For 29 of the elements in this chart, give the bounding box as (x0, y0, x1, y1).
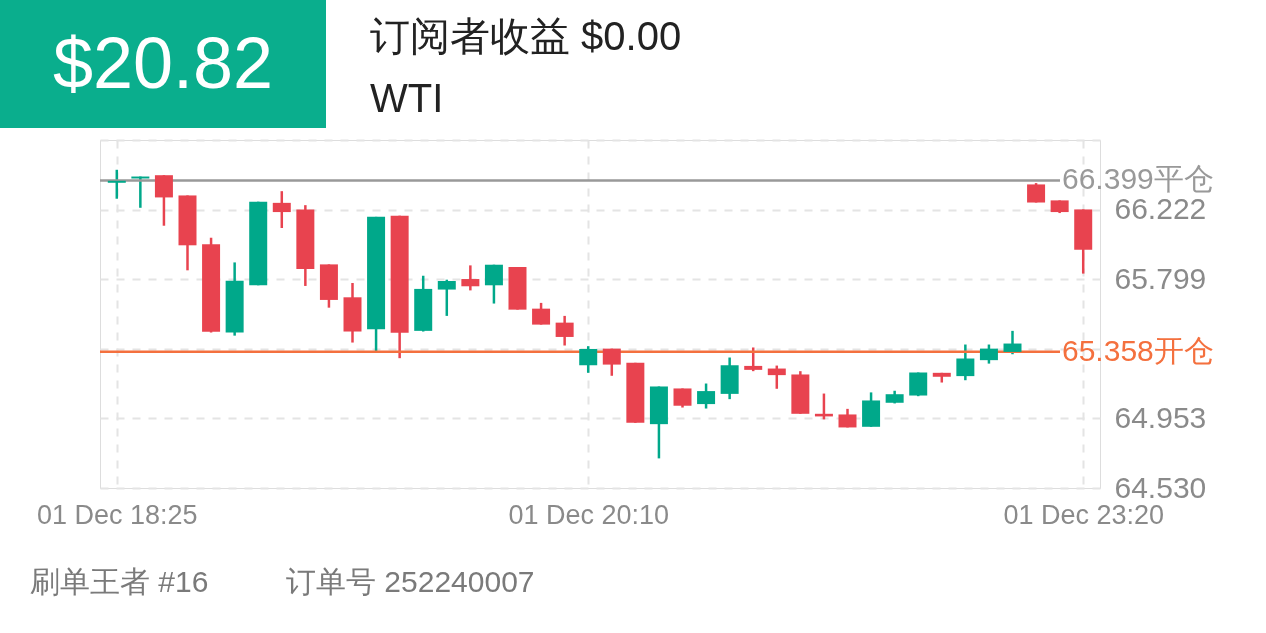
x-tick-label: 01 Dec 20:10 (508, 499, 670, 530)
candlestick (131, 175, 150, 210)
text: $20.82 (52, 23, 274, 103)
candlestick (555, 314, 574, 347)
chart-title: 订阅者收益 $0.00 (370, 14, 682, 58)
y-tick-label: 64.953 (1114, 400, 1207, 434)
candlestick (107, 168, 126, 200)
candlestick (956, 343, 975, 382)
candlestick (437, 278, 456, 318)
candlestick (461, 264, 480, 292)
candlestick (1027, 181, 1046, 204)
candlestick (272, 189, 291, 230)
chart-subtitle: WTI (370, 76, 444, 120)
candlestick (154, 173, 173, 227)
candlestick (579, 344, 598, 375)
candlestick (532, 301, 551, 326)
candlestick (1003, 329, 1022, 356)
text: 刷单王者 #16 (30, 565, 209, 598)
candlestick (979, 343, 998, 365)
candlestick (602, 347, 621, 378)
candlestick (744, 346, 763, 373)
text: 订单号 252240007 (286, 565, 535, 598)
ref-line-label: 65.358开仓 (1062, 333, 1214, 367)
candlestick (697, 382, 716, 410)
x-tick-label: 01 Dec 18:25 (36, 499, 198, 530)
candlestick (767, 364, 786, 391)
y-tick-label: 65.799 (1114, 261, 1207, 295)
candlestick (673, 387, 692, 409)
candlestick (484, 263, 503, 305)
